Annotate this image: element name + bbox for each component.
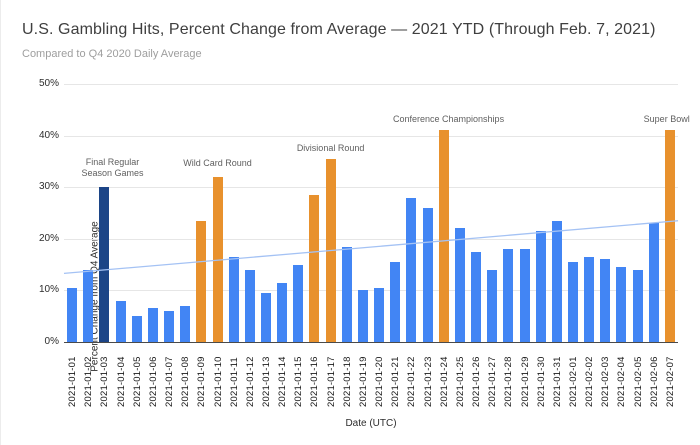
- gridline-40: [64, 135, 678, 137]
- bar-2021-01-02[interactable]: [83, 269, 94, 342]
- x-tick-label-2021-01-19: 2021-01-19: [357, 356, 369, 407]
- plot-area: Percent Change from Q4 Average Final Reg…: [63, 84, 690, 372]
- bar-2021-01-11[interactable]: [228, 256, 239, 342]
- x-axis-title: Date (UTC): [345, 418, 397, 429]
- x-tick-label-2021-01-20: 2021-01-20: [374, 356, 386, 407]
- x-tick-label-2021-02-01: 2021-02-01: [567, 356, 579, 407]
- y-tick-label-0: 0%: [44, 336, 59, 347]
- x-tick-label-2021-01-23: 2021-01-23: [422, 356, 434, 407]
- bar-2021-01-12[interactable]: [244, 269, 255, 342]
- x-tick-label-2021-02-02: 2021-02-02: [584, 356, 596, 407]
- bar-2021-01-06[interactable]: [147, 308, 158, 342]
- x-tick-label-2021-01-02: 2021-01-02: [83, 356, 95, 407]
- x-tick-label-2021-02-05: 2021-02-05: [632, 356, 644, 407]
- bar-2021-01-03[interactable]: [99, 187, 110, 342]
- gridline-20: [64, 238, 678, 240]
- bar-2021-02-03[interactable]: [600, 259, 611, 342]
- bar-2021-01-25[interactable]: [454, 228, 465, 342]
- y-tick-label-20: 20%: [38, 232, 59, 244]
- x-tick-label-2021-01-27: 2021-01-27: [487, 356, 499, 407]
- bar-2021-01-13[interactable]: [260, 292, 271, 342]
- x-tick-label-2021-01-28: 2021-01-28: [503, 356, 515, 407]
- bar-2021-01-08[interactable]: [180, 305, 191, 342]
- x-tick-label-2021-01-12: 2021-01-12: [244, 356, 256, 407]
- x-tick-label-2021-01-17: 2021-01-17: [325, 356, 337, 407]
- bar-2021-01-14[interactable]: [277, 282, 288, 342]
- bar-2021-01-15[interactable]: [293, 264, 304, 342]
- bar-2021-02-07[interactable]: [664, 130, 675, 342]
- annotation-divisional-round: Divisional Round: [296, 142, 365, 153]
- chart-title: U.S. Gambling Hits, Percent Change from …: [22, 21, 656, 38]
- y-tick-label-40: 40%: [38, 129, 59, 141]
- trendline: [63, 220, 679, 275]
- annotation-final-regular-season-games: Final Regular Season Games: [81, 157, 144, 179]
- x-tick-label-2021-01-07: 2021-01-07: [164, 356, 176, 407]
- annotation-conference-championships: Conference Championships: [393, 114, 505, 125]
- x-tick-label-2021-01-03: 2021-01-03: [99, 356, 111, 407]
- bar-2021-02-06[interactable]: [648, 223, 659, 342]
- x-tick-label-2021-01-25: 2021-01-25: [454, 356, 466, 407]
- bar-2021-01-09[interactable]: [196, 220, 207, 342]
- bar-2021-02-02[interactable]: [584, 256, 595, 342]
- y-tick-label-30: 30%: [38, 181, 59, 193]
- bar-2021-01-07[interactable]: [164, 311, 175, 342]
- x-tick-label-2021-01-18: 2021-01-18: [341, 356, 353, 407]
- bar-2021-01-30[interactable]: [535, 231, 546, 342]
- x-tick-label-2021-01-22: 2021-01-22: [406, 356, 418, 407]
- bar-2021-01-28[interactable]: [503, 249, 514, 342]
- x-tick-label-2021-02-03: 2021-02-03: [600, 356, 612, 407]
- x-tick-label-2021-01-11: 2021-01-11: [228, 357, 240, 407]
- bar-2021-02-05[interactable]: [632, 269, 643, 342]
- x-tick-label-2021-01-26: 2021-01-26: [471, 356, 483, 407]
- bar-2021-01-31[interactable]: [551, 220, 562, 342]
- x-tick-label-2021-01-10: 2021-01-10: [212, 356, 224, 407]
- y-tick-label-50: 50%: [38, 78, 59, 89]
- bar-2021-01-04[interactable]: [115, 300, 126, 342]
- bar-2021-01-29[interactable]: [519, 249, 530, 342]
- bar-2021-01-23[interactable]: [422, 207, 433, 342]
- x-tick-label-2021-01-31: 2021-01-31: [551, 356, 563, 407]
- bar-2021-01-19[interactable]: [357, 290, 368, 342]
- x-tick-label-2021-01-05: 2021-01-05: [131, 356, 143, 407]
- bar-2021-01-22[interactable]: [406, 197, 417, 342]
- bar-2021-02-04[interactable]: [616, 267, 627, 342]
- y-tick-label-10: 10%: [38, 284, 59, 296]
- bar-2021-02-01[interactable]: [567, 262, 578, 342]
- x-tick-label-2021-01-08: 2021-01-08: [180, 356, 192, 407]
- x-tick-label-2021-02-06: 2021-02-06: [648, 356, 660, 407]
- bar-2021-01-27[interactable]: [487, 269, 498, 342]
- x-tick-label-2021-01-29: 2021-01-29: [519, 356, 531, 407]
- bar-2021-01-16[interactable]: [309, 194, 320, 342]
- gridline-50: [64, 84, 678, 85]
- chart-subtitle: Compared to Q4 2020 Daily Average: [22, 48, 202, 60]
- bar-2021-01-01[interactable]: [67, 287, 78, 342]
- annotation-wild-card-round: Wild Card Round: [183, 158, 252, 169]
- bar-2021-01-20[interactable]: [374, 287, 385, 342]
- x-tick-label-2021-01-04: 2021-01-04: [115, 356, 127, 407]
- x-tick-label-2021-01-13: 2021-01-13: [260, 356, 272, 407]
- x-tick-label-2021-02-07: 2021-02-07: [664, 356, 676, 407]
- bar-2021-01-21[interactable]: [390, 262, 401, 342]
- x-tick-label-2021-02-04: 2021-02-04: [616, 356, 628, 407]
- x-tick-label-2021-01-21: 2021-01-21: [390, 356, 402, 407]
- bar-2021-01-26[interactable]: [471, 251, 482, 342]
- bar-2021-01-24[interactable]: [438, 130, 449, 342]
- x-tick-label-2021-01-09: 2021-01-09: [196, 356, 208, 407]
- x-tick-label-2021-01-01: 2021-01-01: [67, 356, 79, 407]
- x-tick-label-2021-01-30: 2021-01-30: [535, 356, 547, 407]
- annotation-super-bowl: Super Bowl: [643, 114, 690, 125]
- x-tick-label-2021-01-24: 2021-01-24: [438, 356, 450, 407]
- x-axis-baseline: [64, 342, 678, 343]
- x-tick-label-2021-01-06: 2021-01-06: [147, 356, 159, 407]
- gridline-30: [64, 187, 678, 189]
- x-tick-label-2021-01-15: 2021-01-15: [293, 356, 305, 407]
- bar-2021-01-05[interactable]: [131, 316, 142, 342]
- gridline-10: [64, 290, 678, 292]
- x-tick-label-2021-01-16: 2021-01-16: [309, 356, 321, 407]
- bar-2021-01-18[interactable]: [341, 246, 352, 342]
- bar-2021-01-10[interactable]: [212, 176, 223, 342]
- x-tick-label-2021-01-14: 2021-01-14: [277, 356, 289, 407]
